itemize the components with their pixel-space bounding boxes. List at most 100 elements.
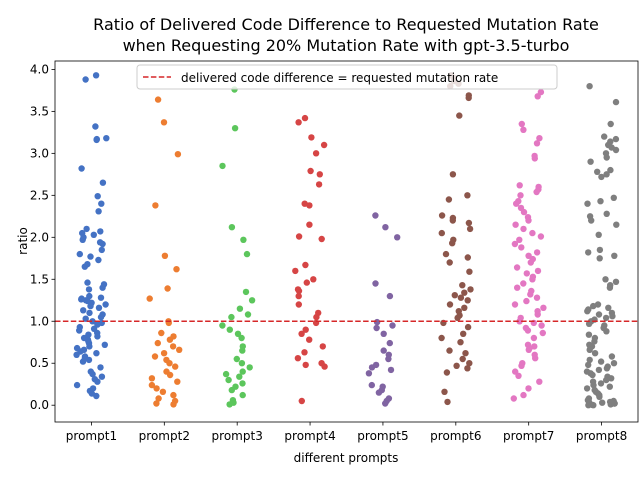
data-point-prompt6 [459,282,466,289]
data-point-prompt4 [302,261,309,269]
data-point-prompt4 [295,119,302,126]
data-point-prompt8 [586,356,593,364]
data-point-prompt5 [386,292,394,300]
data-point-prompt7 [525,385,532,392]
data-point-prompt6 [446,301,454,308]
data-point-prompt6 [461,289,468,296]
data-point-prompt4 [295,233,303,240]
data-point-prompt8 [608,353,616,360]
data-point-prompt1 [95,256,102,264]
data-point-prompt3 [226,401,233,408]
data-point-prompt1 [97,294,105,301]
data-point-prompt7 [520,391,527,399]
data-point-prompt8 [594,301,602,308]
data-point-prompt1 [93,392,100,400]
x-tick-label: prompt3 [212,429,263,443]
data-point-prompt8 [611,252,618,259]
data-point-prompt8 [597,198,604,205]
data-point-prompt7 [525,217,532,224]
data-point-prompt4 [316,171,323,178]
data-point-prompt5 [389,322,396,329]
data-point-prompt2 [172,363,179,370]
data-point-prompt1 [95,304,103,311]
data-point-prompt7 [534,267,542,275]
data-point-prompt1 [98,246,106,254]
data-point-prompt4 [295,287,303,295]
data-point-prompt6 [466,360,473,367]
y-tick-label: 1.5 [30,272,49,286]
data-point-prompt5 [380,347,387,354]
data-point-prompt8 [585,331,593,338]
x-axis-label: different prompts [294,451,399,465]
data-point-prompt3 [246,364,253,371]
data-point-prompt2 [170,391,177,399]
data-point-prompt8 [606,398,614,406]
data-point-prompt8 [607,120,614,128]
x-tick-label: prompt2 [139,429,190,443]
data-point-prompt7 [512,221,519,228]
data-point-prompt2 [159,388,167,395]
data-point-prompt3 [239,391,246,399]
data-point-prompt8 [606,284,614,291]
data-point-prompt7 [518,244,525,251]
y-axis-label: ratio [16,227,30,255]
x-tick-label: prompt4 [284,429,335,443]
y-tick-label: 0.0 [30,398,49,412]
data-point-prompt7 [536,378,543,385]
data-point-prompt4 [306,221,313,228]
data-point-prompt8 [602,314,610,322]
data-point-prompt3 [243,250,251,258]
data-point-prompt6 [438,212,446,219]
data-point-prompt7 [529,229,536,237]
data-point-prompt1 [73,381,81,389]
data-point-prompt4 [319,343,326,350]
data-point-prompt7 [523,297,530,305]
data-point-prompt6 [460,330,467,337]
data-point-prompt8 [589,371,596,379]
data-point-prompt1 [94,193,101,200]
data-point-prompt8 [602,276,609,283]
data-point-prompt1 [89,370,96,378]
data-point-prompt8 [588,217,595,224]
data-point-prompt2 [166,336,174,343]
data-point-prompt5 [382,400,389,407]
data-point-prompt2 [166,360,173,367]
data-point-prompt3 [238,360,246,367]
data-point-prompt7 [511,240,519,248]
data-point-prompt2 [153,385,160,392]
data-point-prompt8 [610,194,617,201]
data-point-prompt6 [461,304,468,311]
data-point-prompt1 [99,179,107,186]
data-point-prompt3 [236,305,244,312]
data-point-prompt5 [365,370,373,377]
data-point-prompt8 [597,380,605,387]
data-point-prompt3 [219,162,226,170]
data-point-prompt4 [306,336,313,343]
x-tick-label: prompt7 [503,429,554,443]
data-point-prompt4 [295,292,302,300]
data-point-prompt5 [394,234,401,241]
data-point-prompt4 [318,235,325,243]
data-point-prompt3 [231,125,239,132]
data-point-prompt8 [612,146,620,154]
data-point-prompt6 [465,219,473,227]
data-point-prompt8 [598,173,605,181]
data-point-prompt3 [239,347,246,354]
data-point-prompt7 [534,93,541,100]
data-point-prompt7 [531,155,538,162]
data-point-prompt1 [86,343,93,350]
data-point-prompt4 [320,141,328,149]
data-point-prompt7 [537,233,545,240]
data-point-prompt6 [445,196,453,203]
data-point-prompt2 [160,119,168,126]
data-point-prompt1 [79,358,87,365]
data-point-prompt2 [155,395,162,402]
data-point-prompt6 [457,339,464,346]
data-point-prompt1 [97,313,105,321]
data-point-prompt7 [529,276,536,283]
data-point-prompt8 [603,210,610,217]
data-point-prompt7 [533,188,540,196]
chart-title-line2: when Requesting 20% Mutation Rate with g… [123,36,570,55]
data-point-prompt7 [516,318,523,325]
